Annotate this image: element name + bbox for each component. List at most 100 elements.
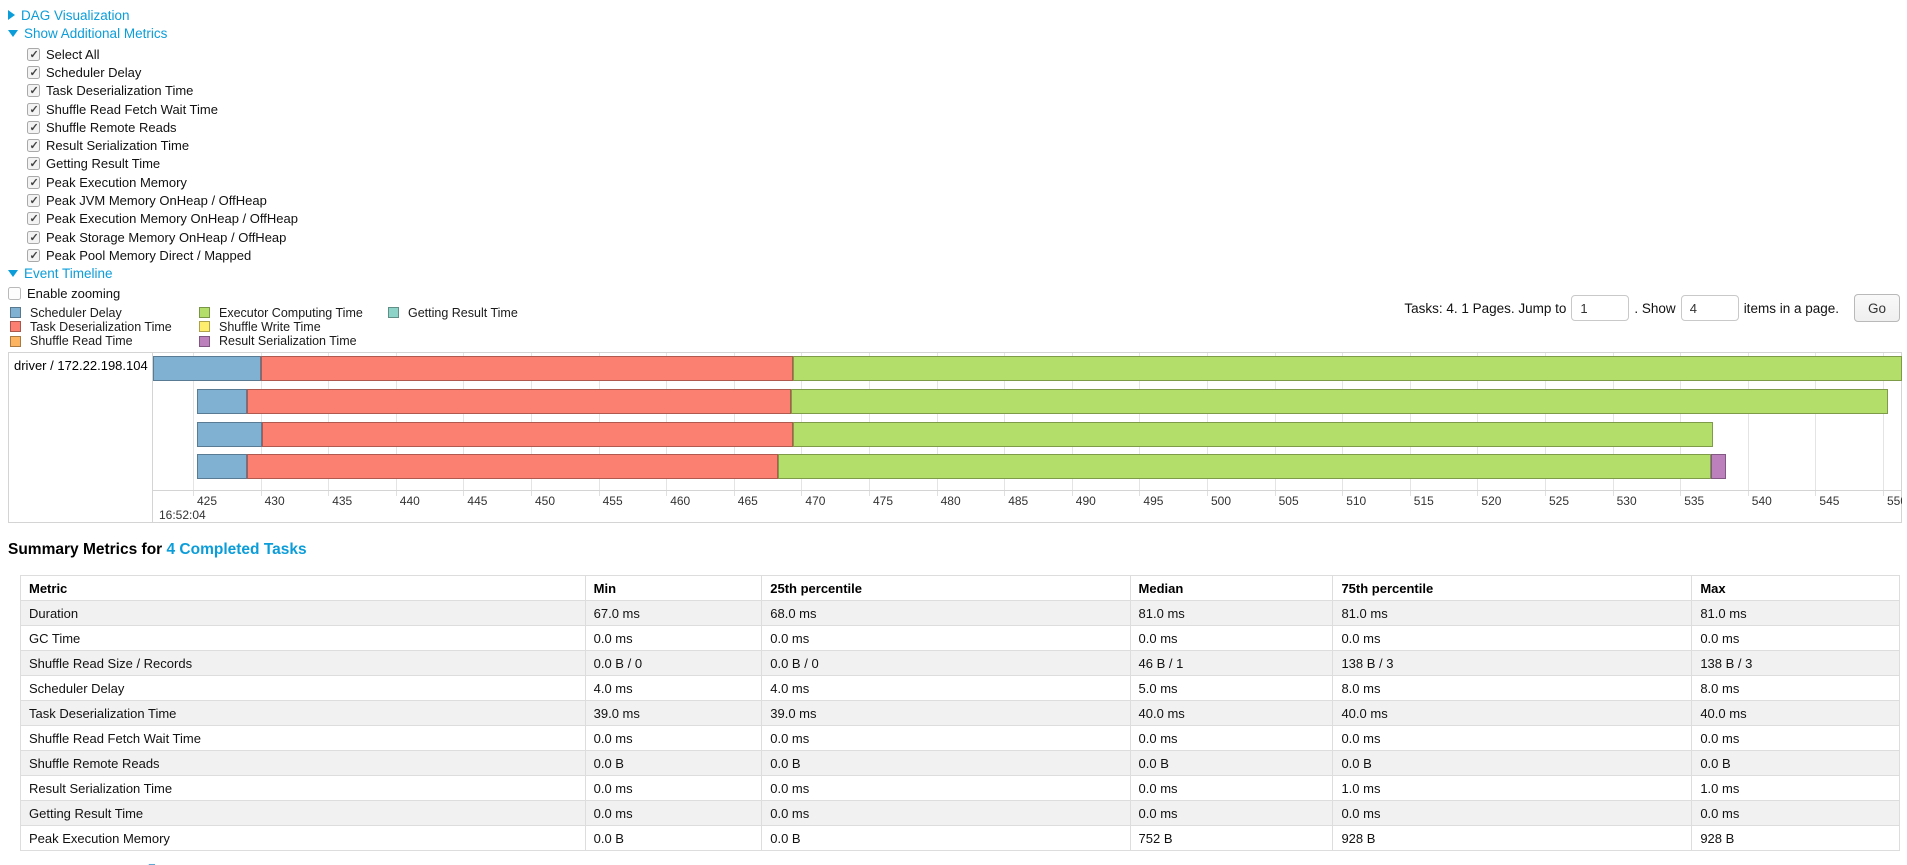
metric-checkbox-row[interactable]: Peak Pool Memory Direct / Mapped (27, 246, 298, 264)
timeline-legend-col-2: Executor Computing Time Shuffle Write Tim… (199, 306, 363, 349)
enable-zooming-row[interactable]: Enable zooming (8, 284, 298, 302)
metric-checkbox-row[interactable]: Shuffle Read Fetch Wait Time (27, 100, 298, 118)
timeline-gridline (1139, 353, 1141, 490)
checkbox-checked-icon[interactable] (27, 194, 40, 208)
axis-major-time-label: 16:52:04 (159, 508, 206, 522)
metric-checkbox-row[interactable]: Peak Execution Memory (27, 173, 298, 191)
event-timeline-toggle[interactable]: Event Timeline (8, 265, 298, 283)
timeline-gridline (1477, 353, 1479, 490)
axis-tick-mark (1409, 491, 1411, 496)
metric-value-cell: 0.0 B / 0 (584, 650, 763, 676)
timeline-bar-segment-executor-computing[interactable] (793, 356, 1902, 381)
summary-title-prefix: Summary Metrics for (8, 541, 167, 558)
metric-checkbox-row[interactable]: Getting Result Time (27, 155, 298, 173)
metric-value-cell: 0.0 ms (584, 800, 763, 826)
metric-value-cell: 39.0 ms (761, 700, 1131, 726)
metric-name-cell: Task Deserialization Time (20, 700, 586, 726)
timeline-bar-segment-result-serialization[interactable] (1711, 454, 1727, 479)
metric-value-cell: 0.0 ms (1332, 725, 1693, 751)
timeline-bar-segment-executor-computing[interactable] (778, 454, 1712, 479)
timeline-bar-segment-task-deserialization[interactable] (260, 356, 794, 381)
legend-swatch-icon (10, 321, 21, 333)
axis-tick-label: 545 (1819, 494, 1840, 508)
metric-value-cell: 46 B / 1 (1129, 650, 1334, 676)
checkbox-checked-icon[interactable] (27, 157, 40, 171)
axis-tick-mark (1612, 491, 1614, 496)
axis-tick-label: 505 (1278, 494, 1299, 508)
axis-tick-label: 550 (1887, 494, 1902, 508)
metric-name-cell: Duration (20, 600, 586, 626)
legend-swatch-icon (199, 307, 210, 319)
event-timeline-chart[interactable]: driver / 172.22.198.104 425 430 435 440 445 4… (8, 352, 1902, 523)
metric-value-cell: 0.0 B (584, 825, 763, 851)
metric-checkbox-row[interactable]: Scheduler Delay (27, 63, 298, 81)
axis-tick-mark (193, 491, 194, 496)
metric-checkbox-row[interactable]: Task Deserialization Time (27, 82, 298, 100)
timeline-gridline (666, 353, 668, 490)
metric-value-cell: 8.0 ms (1691, 675, 1900, 701)
legend-swatch-icon (10, 335, 21, 347)
axis-tick-label: 475 (873, 494, 894, 508)
metric-checkbox-row[interactable]: Peak Execution Memory OnHeap / OffHeap (27, 210, 298, 228)
metric-checkbox-list: Select All Scheduler Delay Task Deserializ… (27, 45, 298, 265)
timeline-bar-segment-scheduler-delay[interactable] (197, 422, 262, 447)
timeline-bar-segment-executor-computing[interactable] (790, 389, 1889, 414)
checkbox-unchecked-icon[interactable] (8, 286, 21, 300)
timeline-bar-segment-scheduler-delay[interactable] (197, 389, 248, 414)
checkbox-checked-icon[interactable] (27, 230, 40, 244)
axis-tick-mark (1477, 491, 1479, 496)
legend-swatch-icon (199, 335, 210, 347)
metric-checkbox-row[interactable]: Peak Storage Memory OnHeap / OffHeap (27, 228, 298, 246)
completed-tasks-link[interactable]: 4 Completed Tasks (166, 541, 307, 558)
items-per-page-input[interactable] (1680, 295, 1739, 321)
checkbox-checked-icon[interactable] (27, 47, 40, 61)
legend-swatch-icon (10, 307, 21, 319)
timeline-bar-segment-executor-computing[interactable] (793, 422, 1713, 447)
checkbox-checked-icon[interactable] (27, 212, 40, 226)
metric-checkbox-row[interactable]: Shuffle Remote Reads (27, 118, 298, 136)
axis-tick-label: 445 (467, 494, 488, 508)
checkbox-checked-icon[interactable] (27, 120, 40, 134)
metric-value-cell: 0.0 B (761, 750, 1131, 776)
executor-group-label: driver / 172.22.198.104 (14, 358, 148, 373)
axis-tick-label: 490 (1075, 494, 1096, 508)
axis-tick-label: 520 (1481, 494, 1502, 508)
metric-value-cell: 0.0 ms (584, 625, 763, 651)
show-additional-metrics-label: Show Additional Metrics (24, 25, 168, 41)
timeline-gridline (463, 353, 465, 490)
timeline-bar-segment-task-deserialization[interactable] (247, 454, 779, 479)
timeline-bar-segment-task-deserialization[interactable] (261, 422, 794, 447)
legend-item: Executor Computing Time (199, 306, 363, 320)
axis-tick-label: 455 (602, 494, 623, 508)
timeline-bar-segment-scheduler-delay[interactable] (153, 356, 261, 381)
checkbox-checked-icon[interactable] (27, 175, 40, 189)
jump-to-page-input[interactable] (1571, 295, 1630, 321)
metric-value-cell: 8.0 ms (1332, 675, 1693, 701)
axis-tick-label: 430 (264, 494, 285, 508)
checkbox-checked-icon[interactable] (27, 84, 40, 98)
axis-tick-label: 495 (1143, 494, 1164, 508)
timeline-bar-segment-scheduler-delay[interactable] (197, 454, 248, 479)
checkbox-checked-icon[interactable] (27, 102, 40, 116)
metric-value-cell: 68.0 ms (761, 600, 1131, 626)
metric-checkbox-label: Scheduler Delay (46, 64, 142, 80)
axis-tick-label: 525 (1549, 494, 1570, 508)
timeline-plot-area[interactable]: 425 430 435 440 445 450 455 460 465 470 475 480 485 4… (153, 353, 1902, 522)
chevron-down-icon (8, 29, 18, 37)
axis-tick-label: 470 (805, 494, 826, 508)
show-additional-metrics-toggle[interactable]: Show Additional Metrics (8, 24, 298, 42)
metric-value-cell: 81.0 ms (1332, 600, 1693, 626)
timeline-bar-segment-task-deserialization[interactable] (247, 389, 791, 414)
checkbox-checked-icon[interactable] (27, 139, 40, 153)
legend-item: Scheduler Delay (10, 306, 172, 320)
metric-checkbox-label: Peak Storage Memory OnHeap / OffHeap (46, 229, 287, 245)
dag-visualization-toggle[interactable]: DAG Visualization (8, 6, 298, 24)
metric-checkbox-row[interactable]: Select All (27, 45, 298, 63)
go-button[interactable]: Go (1854, 294, 1900, 322)
metric-checkbox-row[interactable]: Peak JVM Memory OnHeap / OffHeap (27, 191, 298, 209)
checkbox-checked-icon[interactable] (27, 248, 40, 262)
checkbox-checked-icon[interactable] (27, 65, 40, 79)
table-header-cell: Median (1129, 575, 1334, 601)
metric-value-cell: 0.0 ms (1129, 800, 1334, 826)
metric-checkbox-row[interactable]: Result Serialization Time (27, 136, 298, 154)
